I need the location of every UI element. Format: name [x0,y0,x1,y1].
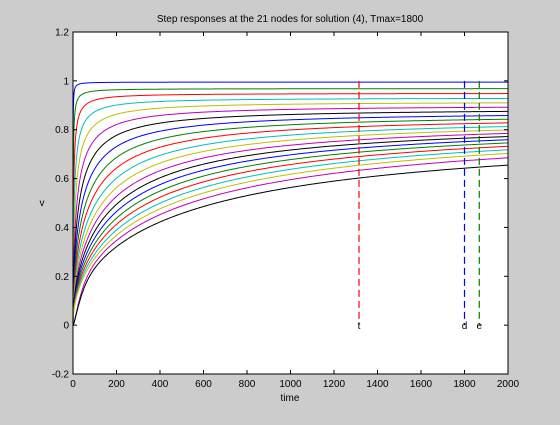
series-line [72,102,509,326]
x-tick-label: 1000 [279,379,302,390]
x-tick-label: 1600 [410,379,433,390]
series-line [72,93,508,326]
y-tick-label: 0.4 [55,223,69,234]
x-tick-label: 1200 [323,379,346,390]
x-tick-label: 400 [152,379,169,390]
y-tick-label: 0.8 [55,125,69,136]
x-tick-label: 800 [239,379,256,390]
series-line [72,145,509,326]
y-tick-label: -0.2 [52,370,70,381]
series-line [72,142,509,326]
y-tick-label: 0.2 [55,272,69,283]
series-line [72,136,509,326]
series-line [72,149,509,326]
marker-label: e [477,321,483,332]
series-line [72,129,509,326]
series-line [72,139,509,326]
y-tick-label: 1.2 [55,28,69,39]
marker-label: d [462,321,468,332]
series-layer [72,81,509,326]
series-line [72,81,508,326]
y-tick-label: 1 [63,76,69,87]
y-axis-label: v [40,198,45,209]
marker-label: t [358,321,361,332]
series-line [72,122,509,326]
series-line [72,132,509,326]
x-tick-label: 600 [195,379,212,390]
x-tick-label: 200 [108,379,125,390]
x-axis-label: time [281,393,300,404]
series-line [72,88,508,326]
series-line [72,157,509,326]
series-line [72,164,509,326]
series-line [72,110,509,326]
series-line [72,152,509,326]
y-tick-label: 0 [63,321,69,332]
tick-layer: 0 200 400 600 800 1000 1200 1400 1600 1800 2000 -0.… [52,28,520,391]
x-tick-label: 2000 [497,379,520,390]
series-line [72,115,509,326]
x-tick-label: 0 [70,379,76,390]
series-line [72,126,509,326]
x-tick-label: 1400 [366,379,389,390]
y-tick-label: 0.6 [55,174,69,185]
series-line [72,118,509,326]
plot-area [73,32,508,374]
chart-title: Step responses at the 21 nodes for solut… [157,14,424,25]
series-line [72,97,508,326]
series-line [72,106,509,326]
x-tick-label: 1800 [453,379,476,390]
